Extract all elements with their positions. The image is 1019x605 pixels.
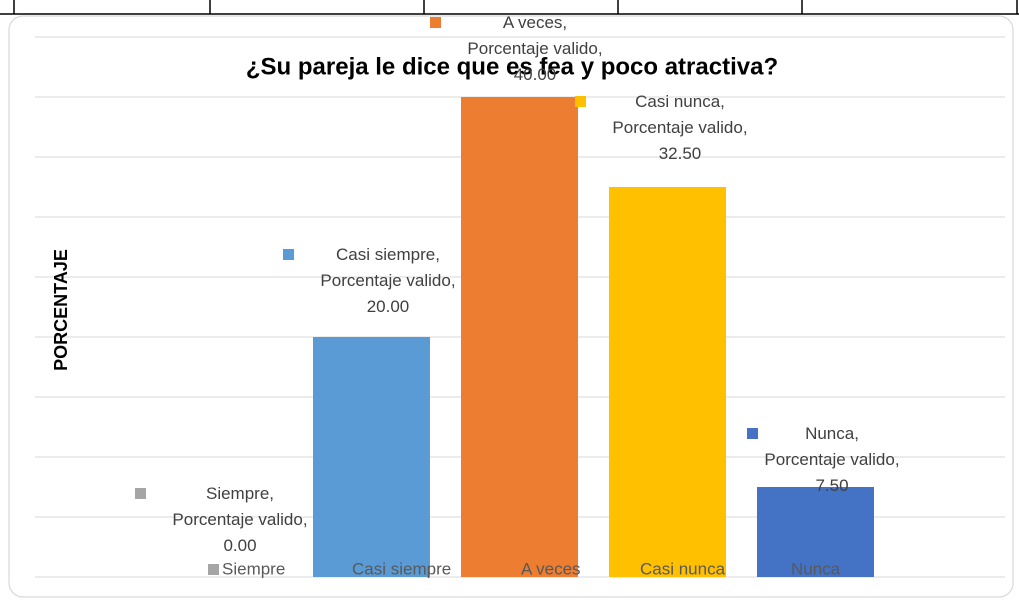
- legend-key: [777, 564, 788, 575]
- data-label: Casi nunca, Porcentaje valido, 32.50: [575, 92, 748, 163]
- bar: [461, 97, 578, 577]
- data-label-category: Casi siempre,: [336, 245, 440, 264]
- data-label-value: 40.00: [514, 65, 557, 84]
- table-fragment: [0, 0, 1019, 15]
- chart-frame: [8, 15, 1014, 598]
- data-label-series: Porcentaje valido,: [320, 271, 455, 290]
- data-label-series: Porcentaje valido,: [612, 118, 747, 137]
- data-label-key: [747, 428, 758, 439]
- legend-item: Nunca: [777, 559, 841, 578]
- data-label-key: [135, 488, 146, 499]
- legend-label: Nunca: [791, 559, 841, 578]
- legend-item: Siempre: [208, 559, 285, 578]
- chart-title: ¿Su pareja le dice que es fea y poco atr…: [246, 53, 778, 80]
- data-label-category: Nunca,: [805, 424, 859, 443]
- legend-label: Casi siempre: [352, 559, 451, 578]
- data-label-value: 7.50: [815, 476, 848, 495]
- legend-item: Casi siempre: [338, 559, 451, 578]
- y-axis-label: PORCENTAJE: [51, 249, 71, 371]
- legend-key: [626, 564, 637, 575]
- legend-label: Siempre: [222, 559, 285, 578]
- data-label-text: Casi siempre, Porcentaje valido, 20.00: [320, 245, 455, 316]
- legend-item: A veces: [507, 559, 581, 578]
- data-label: Siempre, Porcentaje valido, 0.00: [135, 484, 308, 555]
- data-label-category: A veces,: [503, 13, 567, 32]
- data-label-key: [283, 249, 294, 260]
- data-label: Casi siempre, Porcentaje valido, 20.00: [283, 245, 456, 316]
- legend-label: A veces: [521, 559, 581, 578]
- legend-item: Casi nunca: [626, 559, 726, 578]
- data-label-text: Nunca, Porcentaje valido, 7.50: [764, 424, 899, 495]
- data-label-series: Porcentaje valido,: [764, 450, 899, 469]
- data-label: Nunca, Porcentaje valido, 7.50: [747, 424, 900, 495]
- data-label-category: Casi nunca,: [635, 92, 725, 111]
- data-label-text: Casi nunca, Porcentaje valido, 32.50: [612, 92, 747, 163]
- bar: [757, 487, 874, 577]
- data-label-value: 32.50: [659, 144, 702, 163]
- legend-key: [338, 564, 349, 575]
- data-label-key: [575, 96, 586, 107]
- data-label: A veces, Porcentaje valido, 40.00: [430, 13, 603, 84]
- data-label-series: Porcentaje valido,: [172, 510, 307, 529]
- data-label-category: Siempre,: [206, 484, 274, 503]
- data-label-key: [430, 17, 441, 28]
- legend-key: [507, 564, 518, 575]
- data-label-text: A veces, Porcentaje valido, 40.00: [467, 13, 602, 84]
- bar: [609, 187, 726, 577]
- bar: [313, 337, 430, 577]
- data-label-value: 0.00: [223, 536, 256, 555]
- data-label-value: 20.00: [367, 297, 410, 316]
- legend-label: Casi nunca: [640, 559, 726, 578]
- data-label-text: Siempre, Porcentaje valido, 0.00: [172, 484, 307, 555]
- data-label-series: Porcentaje valido,: [467, 39, 602, 58]
- legend-key: [208, 564, 219, 575]
